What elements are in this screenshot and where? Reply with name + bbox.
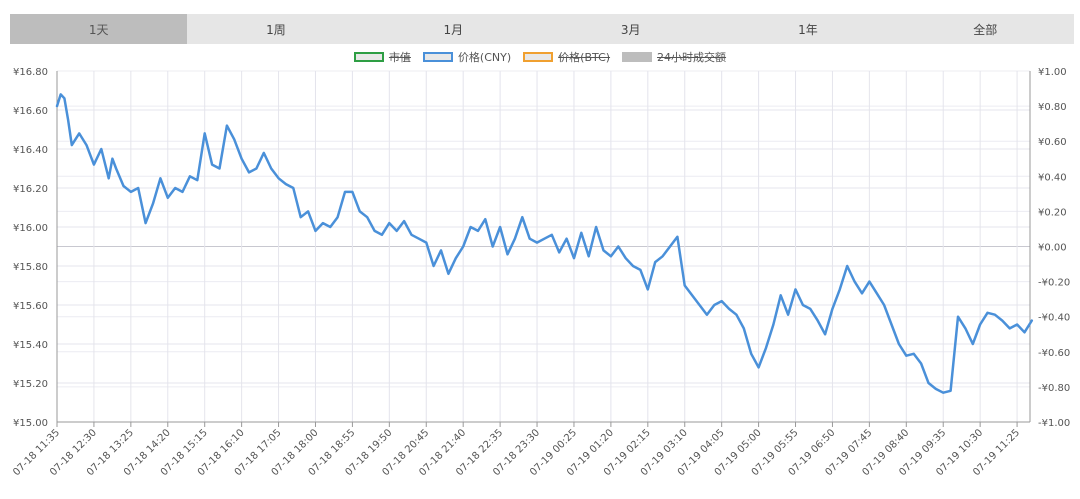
time-range-tabs: 1天 1周 1月 3月 1年 全部	[10, 14, 1074, 44]
y-left-tick-label: ¥15.00	[13, 418, 48, 429]
y-left-tick-label: ¥15.60	[13, 301, 48, 312]
tab-label: 1天	[88, 22, 109, 37]
legend-label: 价格(CNY)	[457, 51, 512, 64]
y-left-tick-label: ¥15.20	[13, 379, 48, 390]
legend-swatch	[422, 52, 453, 62]
y-left-tick-label: ¥16.80	[13, 67, 48, 78]
y-right-tick-label: ¥0.60	[1038, 137, 1067, 148]
legend-swatch	[523, 52, 554, 62]
tab-3m[interactable]: 3月	[542, 14, 719, 44]
chart-legend: 市值 价格(CNY) 价格(BTC) 24小时成交额	[0, 49, 1080, 65]
tab-1y[interactable]: 1年	[719, 14, 896, 44]
tab-1w[interactable]: 1周	[187, 14, 364, 44]
legend-item-price-btc[interactable]: 价格(BTC)	[523, 49, 610, 65]
tab-label: 1月	[443, 22, 464, 37]
series-line-price-cny	[55, 93, 1034, 394]
tab-all[interactable]: 全部	[897, 14, 1074, 44]
legend-swatch	[353, 52, 384, 62]
y-left-tick-label: ¥15.40	[13, 340, 48, 351]
y-left-tick-label: ¥16.60	[13, 106, 48, 117]
y-right-tick-label: ¥0.40	[1038, 172, 1067, 183]
y-left-tick-label: ¥16.20	[13, 184, 48, 195]
y-right-tick-label: ¥0.00	[1038, 243, 1067, 254]
y-right-tick-label: ¥1.00	[1038, 67, 1067, 78]
tab-label: 全部	[973, 22, 998, 37]
y-right-tick-label: -¥0.80	[1038, 383, 1070, 394]
y-left-tick-label: ¥15.80	[13, 262, 48, 273]
legend-item-market-cap[interactable]: 市值	[353, 49, 411, 65]
y-right-tick-label: -¥1.00	[1038, 418, 1070, 429]
y-right-tick-label: ¥0.80	[1038, 102, 1067, 113]
y-right-tick-label: ¥0.20	[1038, 207, 1067, 218]
legend-label: 价格(BTC)	[558, 51, 611, 64]
y-left-tick-label: ¥16.40	[13, 145, 48, 156]
legend-label: 24小时成交额	[657, 51, 727, 64]
legend-label: 市值	[388, 51, 411, 64]
tab-label: 3月	[620, 22, 641, 37]
tab-1d[interactable]: 1天	[10, 14, 188, 44]
tab-label: 1年	[798, 22, 818, 37]
legend-item-volume-24h[interactable]: 24小时成交额	[622, 49, 726, 65]
y-right-tick-label: -¥0.20	[1038, 278, 1070, 289]
y-right-tick-label: -¥0.60	[1038, 348, 1070, 359]
y-left-tick-label: ¥16.00	[13, 223, 48, 234]
tab-1m[interactable]: 1月	[365, 14, 542, 44]
tab-label: 1周	[266, 22, 286, 37]
y-right-tick-label: -¥0.40	[1038, 313, 1070, 324]
legend-item-price-cny[interactable]: 价格(CNY)	[422, 49, 512, 65]
legend-swatch	[622, 52, 653, 62]
